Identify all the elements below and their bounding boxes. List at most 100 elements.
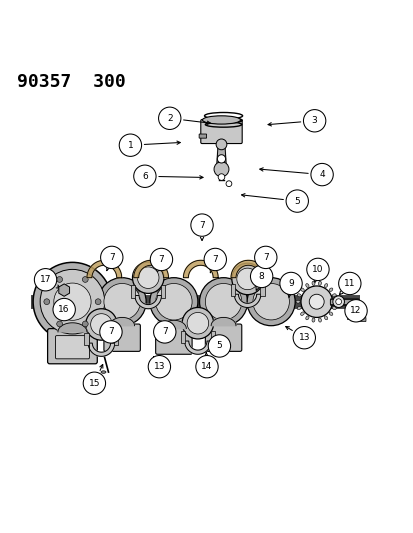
Text: 14: 14: [201, 362, 212, 371]
Polygon shape: [234, 294, 260, 308]
Bar: [131, 285, 135, 297]
Polygon shape: [216, 143, 226, 169]
Bar: [84, 333, 88, 345]
Circle shape: [90, 314, 112, 335]
Polygon shape: [183, 260, 218, 278]
Text: 9: 9: [287, 279, 293, 288]
Circle shape: [148, 356, 170, 378]
Ellipse shape: [311, 318, 314, 322]
Circle shape: [338, 272, 360, 295]
Circle shape: [82, 277, 88, 282]
Circle shape: [285, 190, 308, 212]
Text: 13: 13: [153, 362, 165, 371]
Circle shape: [137, 267, 159, 288]
Circle shape: [225, 181, 231, 187]
Circle shape: [247, 278, 294, 326]
Polygon shape: [184, 341, 211, 354]
Circle shape: [34, 269, 57, 291]
Polygon shape: [58, 323, 87, 332]
Circle shape: [204, 248, 226, 271]
Circle shape: [250, 265, 272, 288]
Polygon shape: [211, 318, 235, 326]
FancyBboxPatch shape: [104, 324, 140, 351]
Text: 7: 7: [199, 221, 204, 230]
Text: 11: 11: [343, 279, 355, 288]
Ellipse shape: [295, 300, 299, 303]
Polygon shape: [161, 320, 186, 329]
Circle shape: [292, 327, 315, 349]
Circle shape: [155, 284, 192, 320]
Circle shape: [57, 321, 62, 327]
Circle shape: [205, 284, 241, 320]
Circle shape: [40, 269, 104, 334]
Ellipse shape: [300, 288, 304, 292]
Circle shape: [158, 107, 180, 130]
Circle shape: [236, 268, 258, 289]
Circle shape: [309, 294, 323, 309]
Circle shape: [98, 278, 146, 326]
Circle shape: [187, 312, 208, 334]
Ellipse shape: [300, 312, 304, 316]
Ellipse shape: [202, 116, 240, 124]
Text: 7: 7: [109, 253, 114, 262]
Text: 17: 17: [40, 275, 51, 284]
FancyBboxPatch shape: [47, 329, 97, 364]
Bar: [114, 333, 118, 345]
Circle shape: [218, 174, 224, 180]
Text: 5: 5: [216, 342, 222, 351]
Ellipse shape: [297, 294, 301, 297]
Circle shape: [310, 164, 332, 186]
Ellipse shape: [318, 318, 320, 322]
Text: 1: 1: [127, 141, 133, 150]
Circle shape: [104, 284, 140, 320]
Text: 2: 2: [166, 114, 172, 123]
FancyBboxPatch shape: [155, 327, 192, 354]
Text: 7: 7: [262, 253, 268, 262]
Bar: [230, 284, 234, 296]
Circle shape: [182, 308, 213, 339]
Bar: [161, 285, 165, 297]
Ellipse shape: [332, 300, 337, 303]
Circle shape: [57, 277, 62, 282]
Circle shape: [150, 248, 172, 271]
FancyBboxPatch shape: [330, 299, 358, 305]
Circle shape: [254, 246, 276, 269]
Circle shape: [133, 165, 156, 188]
Ellipse shape: [297, 306, 301, 310]
Ellipse shape: [311, 281, 314, 285]
Ellipse shape: [318, 281, 320, 285]
Text: 90357  300: 90357 300: [17, 72, 125, 91]
Circle shape: [33, 262, 112, 341]
Ellipse shape: [324, 316, 327, 320]
Bar: [260, 284, 264, 296]
Polygon shape: [88, 343, 114, 357]
Circle shape: [332, 296, 344, 308]
FancyBboxPatch shape: [200, 119, 242, 143]
Circle shape: [82, 321, 88, 327]
Circle shape: [300, 286, 332, 318]
Circle shape: [95, 299, 101, 304]
Text: 8: 8: [258, 272, 264, 281]
Circle shape: [83, 372, 105, 394]
Circle shape: [85, 309, 117, 340]
Ellipse shape: [101, 371, 106, 373]
FancyBboxPatch shape: [330, 300, 358, 304]
Circle shape: [303, 110, 325, 132]
Circle shape: [216, 139, 226, 150]
Ellipse shape: [324, 284, 327, 287]
Text: 12: 12: [349, 306, 361, 316]
Circle shape: [153, 321, 176, 343]
Text: 10: 10: [311, 265, 323, 274]
Text: 13: 13: [298, 333, 309, 342]
Ellipse shape: [328, 288, 332, 292]
Text: 7: 7: [158, 255, 164, 264]
Text: 7: 7: [212, 255, 218, 264]
Circle shape: [190, 214, 213, 236]
Polygon shape: [109, 318, 134, 326]
FancyBboxPatch shape: [205, 324, 241, 351]
Ellipse shape: [331, 306, 335, 310]
Circle shape: [208, 335, 230, 357]
FancyBboxPatch shape: [55, 336, 89, 359]
Circle shape: [132, 262, 164, 293]
Text: 7: 7: [161, 327, 167, 336]
